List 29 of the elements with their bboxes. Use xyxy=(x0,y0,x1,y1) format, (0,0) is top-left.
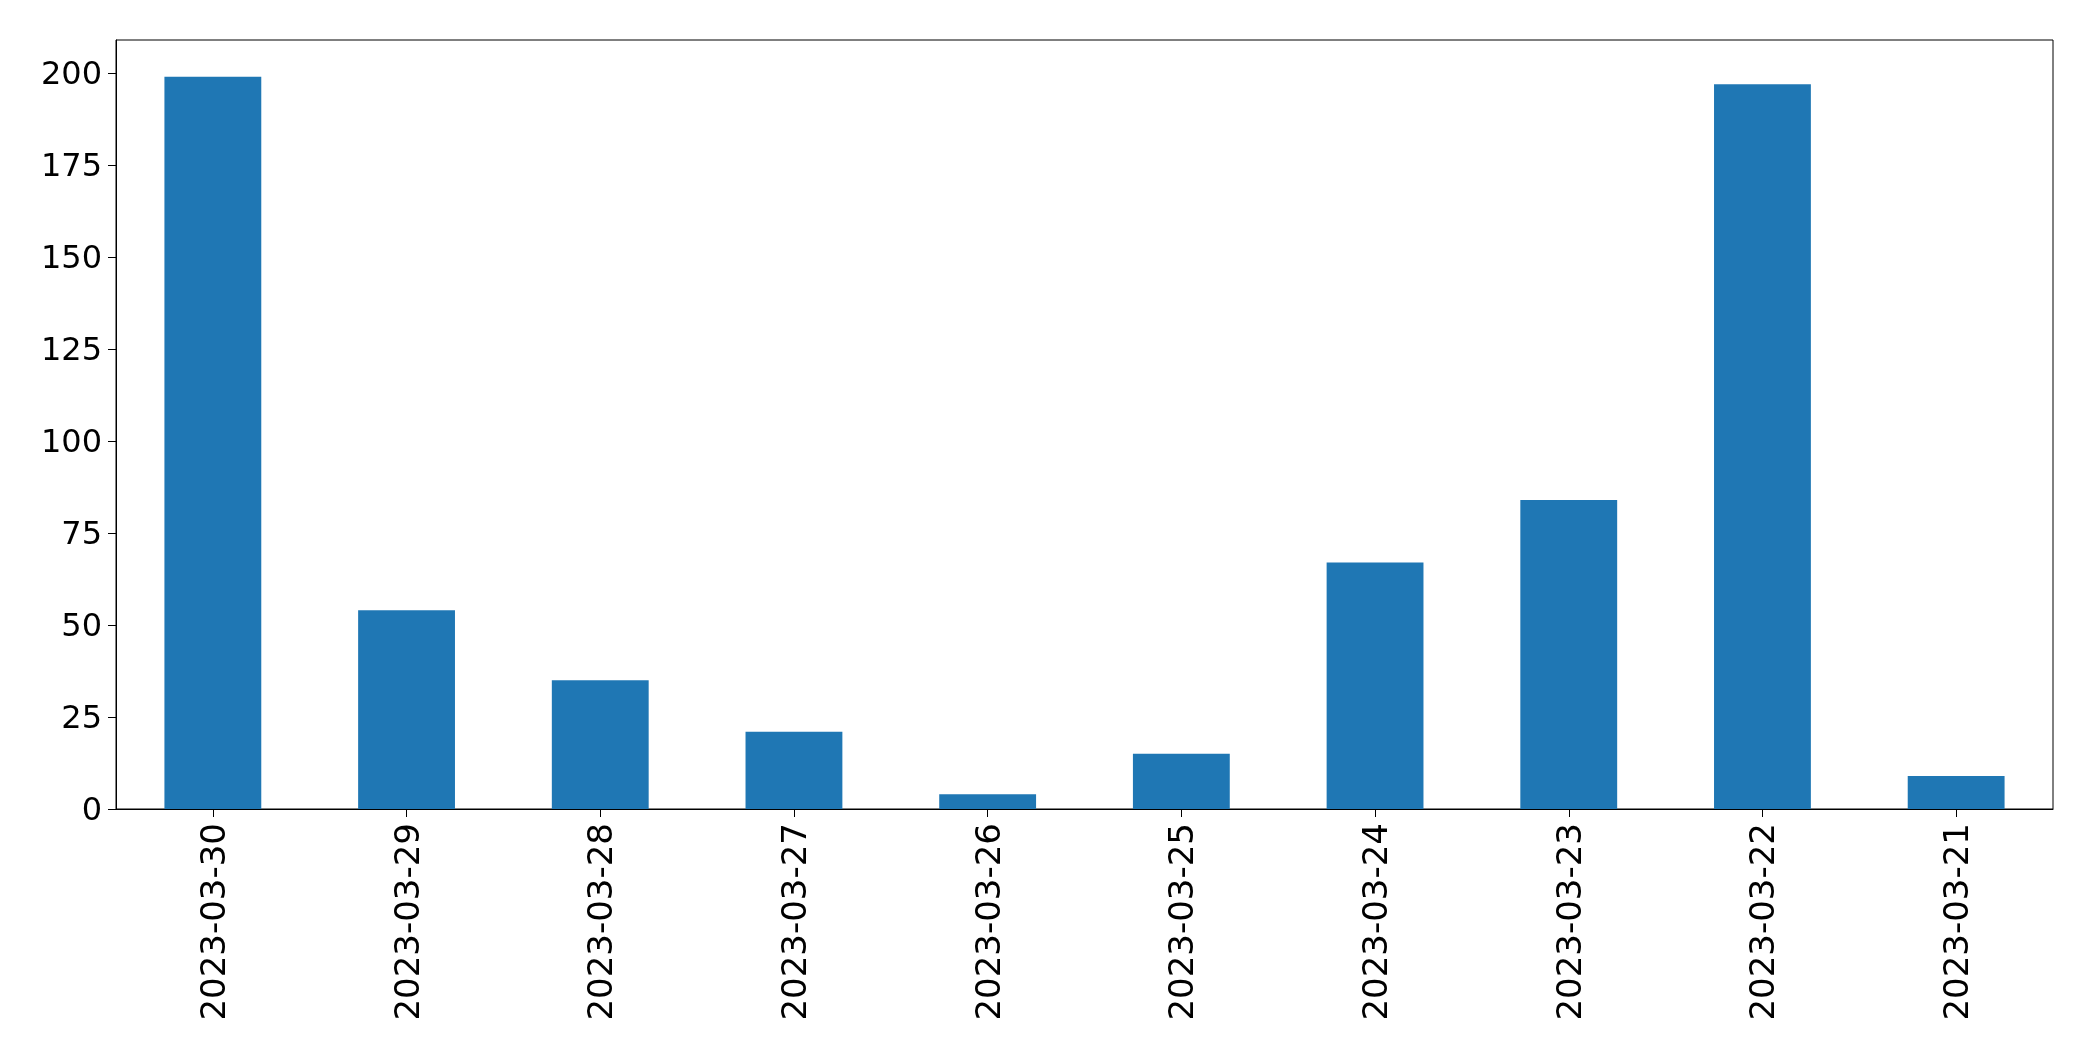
bar xyxy=(551,680,649,809)
x-tick-label: 2023-03-29 xyxy=(386,823,427,1021)
y-tick-label: 200 xyxy=(40,54,102,93)
y-tick-label: 100 xyxy=(40,422,102,461)
bar xyxy=(745,731,843,809)
x-tick-label: 2023-03-23 xyxy=(1548,823,1589,1021)
y-tick-label: 175 xyxy=(40,146,102,185)
bar xyxy=(1714,84,1811,809)
x-tick-label: 2023-03-25 xyxy=(1161,823,1202,1021)
bar xyxy=(1907,775,2005,809)
x-tick-label: 2023-03-30 xyxy=(192,823,233,1021)
bar xyxy=(1132,753,1230,809)
bar xyxy=(358,610,455,809)
y-tick-label: 50 xyxy=(61,606,102,645)
bar xyxy=(939,794,1037,809)
y-tick-label: 25 xyxy=(61,698,102,737)
x-tick-label: 2023-03-27 xyxy=(773,823,814,1021)
x-tick-label: 2023-03-21 xyxy=(1936,823,1977,1021)
x-tick-label: 2023-03-24 xyxy=(1355,823,1396,1021)
y-tick-label: 125 xyxy=(40,330,102,369)
x-tick-label: 2023-03-22 xyxy=(1742,823,1783,1021)
x-tick-label: 2023-03-28 xyxy=(580,823,621,1021)
bar xyxy=(164,76,262,809)
bar xyxy=(1520,499,1618,809)
y-tick-label: 150 xyxy=(40,238,102,277)
x-tick-label: 2023-03-26 xyxy=(967,823,1008,1021)
y-tick-label: 75 xyxy=(61,514,102,553)
y-tick-label: 0 xyxy=(81,790,102,828)
bar xyxy=(1326,562,1424,809)
